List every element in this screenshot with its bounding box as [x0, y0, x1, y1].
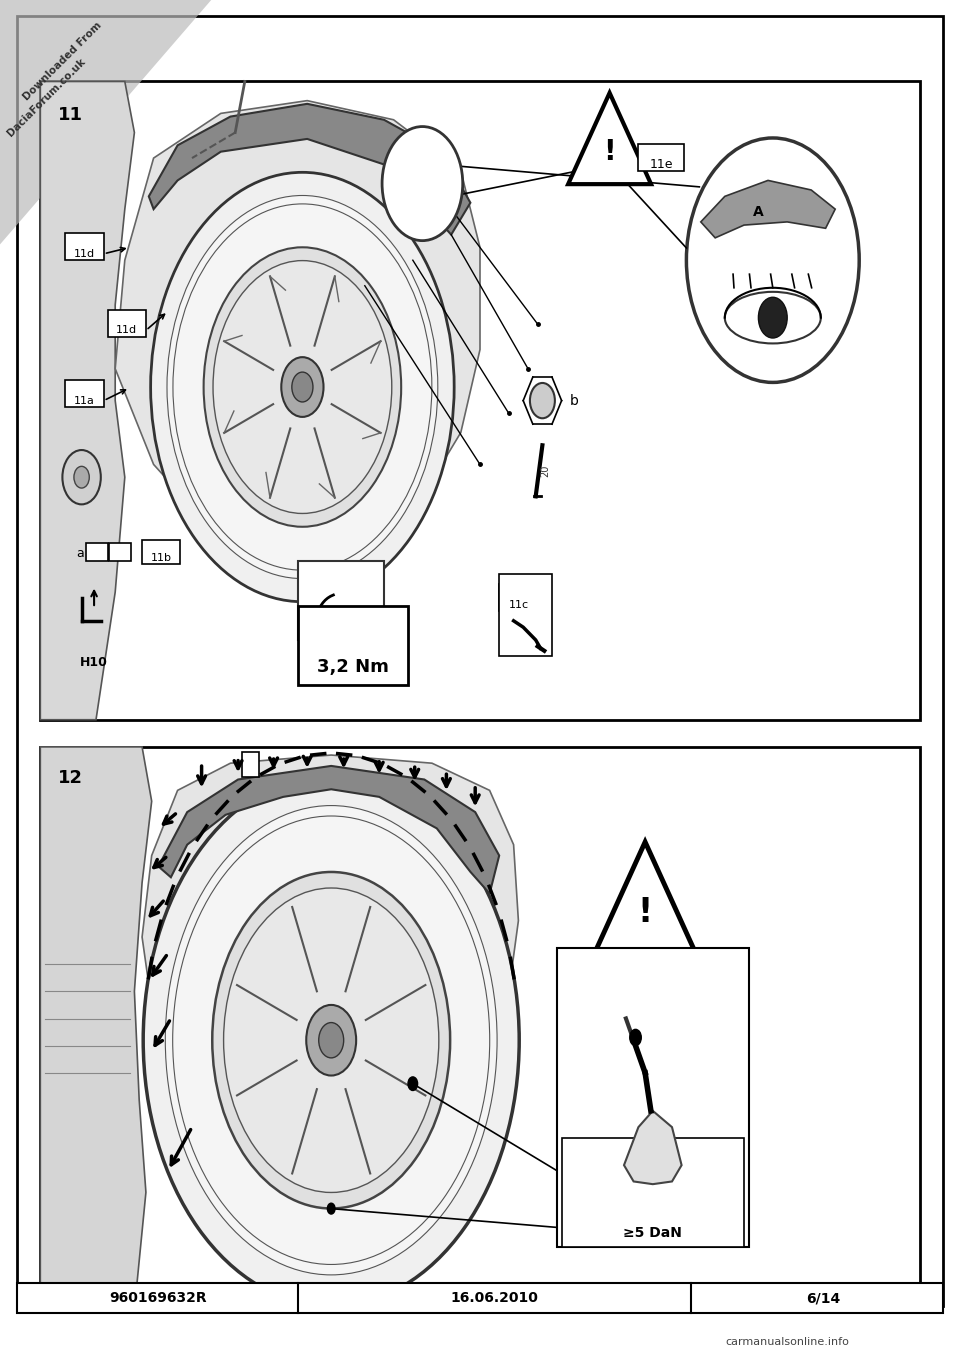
Text: !: ! — [603, 137, 616, 166]
Circle shape — [62, 449, 101, 504]
Polygon shape — [568, 92, 651, 185]
Bar — [40, 81, 920, 720]
Bar — [65, 234, 104, 261]
Circle shape — [204, 247, 401, 527]
Text: 20: 20 — [540, 464, 550, 477]
Text: DaciaForum.co.uk: DaciaForum.co.uk — [5, 57, 87, 139]
Text: 960169632R: 960169632R — [109, 1291, 207, 1305]
Polygon shape — [701, 181, 835, 238]
Circle shape — [686, 139, 859, 383]
Polygon shape — [158, 766, 499, 894]
Text: 6/14: 6/14 — [806, 1291, 841, 1305]
Text: 11d: 11d — [116, 326, 137, 335]
Text: 11c: 11c — [509, 600, 528, 610]
Polygon shape — [40, 81, 134, 720]
Polygon shape — [595, 842, 695, 952]
Text: a: a — [76, 547, 84, 561]
Circle shape — [408, 1077, 418, 1090]
Bar — [65, 380, 104, 407]
Circle shape — [319, 1023, 344, 1058]
Circle shape — [167, 196, 438, 579]
Text: 12: 12 — [58, 769, 83, 786]
Bar — [142, 539, 180, 564]
Text: !: ! — [637, 896, 653, 929]
Circle shape — [74, 466, 89, 488]
Text: 11d: 11d — [74, 249, 95, 259]
Circle shape — [382, 126, 463, 240]
Bar — [499, 574, 552, 656]
Circle shape — [173, 204, 432, 570]
Text: carmanualsonline.info: carmanualsonline.info — [725, 1336, 850, 1347]
Text: A: A — [753, 205, 764, 220]
Text: ≥5 DaN: ≥5 DaN — [623, 1226, 683, 1240]
Circle shape — [630, 1029, 641, 1046]
Circle shape — [165, 805, 497, 1275]
Text: 16.06.2010: 16.06.2010 — [450, 1291, 539, 1305]
Polygon shape — [149, 103, 470, 235]
Bar — [557, 948, 749, 1247]
Bar — [298, 561, 384, 640]
Text: 11: 11 — [58, 106, 83, 124]
Circle shape — [151, 172, 454, 602]
Polygon shape — [40, 747, 152, 1290]
Circle shape — [173, 816, 490, 1264]
Polygon shape — [142, 755, 518, 1143]
Text: Downloaded From: Downloaded From — [21, 20, 104, 102]
Bar — [298, 606, 408, 684]
Circle shape — [758, 297, 787, 338]
Polygon shape — [624, 1111, 682, 1184]
Bar — [562, 1138, 744, 1247]
Bar — [86, 543, 108, 561]
Text: 3,2 Nm: 3,2 Nm — [318, 659, 389, 676]
Bar — [109, 543, 131, 561]
Bar — [17, 1283, 943, 1313]
Bar — [40, 747, 920, 1290]
Text: b: b — [569, 394, 579, 407]
Bar — [499, 584, 538, 611]
Bar — [638, 144, 684, 171]
Circle shape — [530, 383, 555, 418]
Circle shape — [212, 872, 450, 1209]
Bar — [242, 752, 259, 777]
Text: 11e: 11e — [650, 158, 673, 171]
Circle shape — [327, 1203, 335, 1214]
Text: 11b: 11b — [151, 553, 172, 564]
Circle shape — [213, 261, 392, 513]
Bar — [108, 310, 146, 337]
Text: 11a: 11a — [74, 395, 95, 406]
Circle shape — [281, 357, 324, 417]
Circle shape — [143, 774, 519, 1306]
Circle shape — [224, 888, 439, 1192]
Polygon shape — [0, 0, 211, 244]
Ellipse shape — [725, 292, 821, 344]
Circle shape — [292, 372, 313, 402]
Circle shape — [306, 1005, 356, 1076]
Text: H10: H10 — [80, 656, 108, 668]
Polygon shape — [115, 100, 480, 547]
